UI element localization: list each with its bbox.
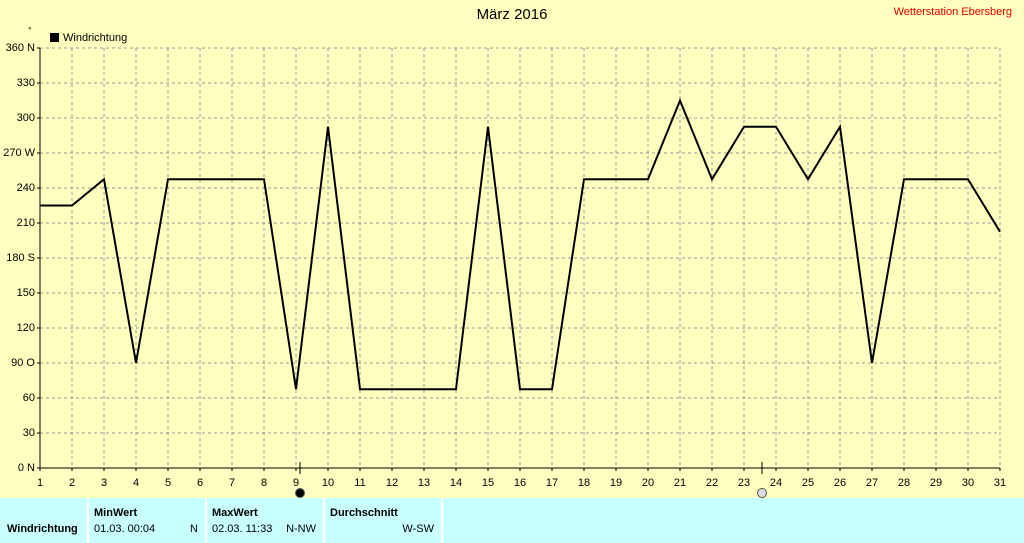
station-name: Wetterstation Ebersberg xyxy=(894,6,1012,18)
x-tick-label: 8 xyxy=(261,477,267,489)
x-tick-label: 14 xyxy=(450,477,462,489)
y-tick-label: 60 xyxy=(23,392,35,404)
x-tick-label: 29 xyxy=(930,477,942,489)
row-label: Windrichtung xyxy=(7,523,78,535)
x-tick-label: 31 xyxy=(994,477,1006,489)
y-tick-label: 150 xyxy=(17,287,35,299)
x-tick-label: 18 xyxy=(578,477,590,489)
x-tick-label: 7 xyxy=(229,477,235,489)
x-tick-label: 27 xyxy=(866,477,878,489)
y-tick-label: 300 xyxy=(17,112,35,124)
full-moon-icon xyxy=(757,488,767,498)
legend-label: Windrichtung xyxy=(63,32,127,44)
legend-swatch xyxy=(50,33,59,42)
y-tick-label: 330 xyxy=(17,77,35,89)
series-line xyxy=(40,97,1001,391)
new-moon-icon xyxy=(295,488,305,498)
x-tick-label: 16 xyxy=(514,477,526,489)
cell: N-NW xyxy=(286,523,317,535)
panel-bg xyxy=(0,498,1024,543)
x-tick-label: 9 xyxy=(293,477,299,489)
y-tick-label: 360 N xyxy=(6,42,35,54)
col-header: MaxWert xyxy=(212,507,258,519)
x-tick-label: 15 xyxy=(482,477,494,489)
x-tick-label: 17 xyxy=(546,477,558,489)
x-tick-label: 30 xyxy=(962,477,974,489)
x-tick-label: 28 xyxy=(898,477,910,489)
y-tick-label: 30 xyxy=(23,427,35,439)
cell: W-SW xyxy=(402,523,434,535)
col-header: MinWert xyxy=(94,507,138,519)
x-tick-label: 13 xyxy=(418,477,430,489)
chart-title: März 2016 xyxy=(477,6,548,23)
x-tick-label: 12 xyxy=(386,477,398,489)
x-tick-label: 25 xyxy=(802,477,814,489)
x-tick-label: 10 xyxy=(322,477,334,489)
x-tick-label: 19 xyxy=(610,477,622,489)
x-tick-label: 24 xyxy=(770,477,782,489)
y-tick-label: 120 xyxy=(17,322,35,334)
x-tick-label: 22 xyxy=(706,477,718,489)
x-tick-label: 6 xyxy=(197,477,203,489)
x-tick-label: 2 xyxy=(69,477,75,489)
y-unit: ° xyxy=(28,25,32,35)
x-tick-label: 21 xyxy=(674,477,686,489)
marks xyxy=(40,97,1001,391)
col-header: Durchschnitt xyxy=(330,507,398,519)
y-tick-label: 180 S xyxy=(6,252,35,264)
grid xyxy=(40,47,1001,468)
y-tick-label: 270 W xyxy=(3,147,35,159)
y-tick-label: 0 N xyxy=(18,462,35,474)
x-tick-label: 20 xyxy=(642,477,654,489)
x-tick-label: 1 xyxy=(37,477,43,489)
x-tick-label: 3 xyxy=(101,477,107,489)
x-tick-label: 11 xyxy=(354,477,365,489)
cell: N xyxy=(190,523,198,535)
x-tick-label: 4 xyxy=(133,477,139,489)
x-tick-label: 26 xyxy=(834,477,846,489)
y-tick-label: 240 xyxy=(17,182,35,194)
y-tick-label: 90 O xyxy=(11,357,35,369)
cell: 01.03. 00:04 xyxy=(94,523,155,535)
cell: 02.03. 11:33 xyxy=(212,523,272,535)
x-tick-label: 23 xyxy=(738,477,750,489)
summary-panel: Windrichtung MinWert 01.03. 00:04 N MaxW… xyxy=(0,498,1024,543)
x-tick-label: 5 xyxy=(165,477,171,489)
y-tick-label: 210 xyxy=(17,217,35,229)
